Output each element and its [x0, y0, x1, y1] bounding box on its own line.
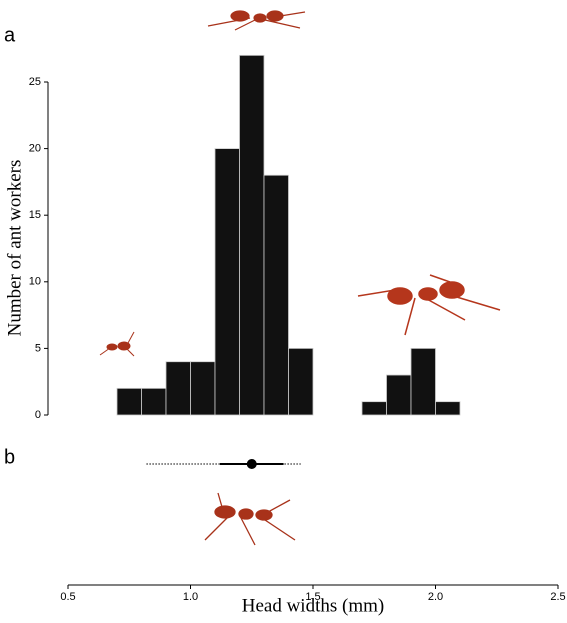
ant-illustration: [207, 10, 306, 31]
x-tick-label: 1.0: [183, 591, 198, 603]
x-tick-label: 2.5: [550, 591, 565, 603]
bar: [288, 347, 314, 416]
bar: [435, 401, 461, 416]
panel-label: a: [4, 24, 16, 46]
point-estimate: [246, 459, 257, 469]
y-tick-label: 20: [29, 143, 41, 155]
bar: [361, 401, 387, 416]
y-tick-label: 0: [35, 409, 41, 421]
y-tick-label: 5: [35, 342, 41, 354]
y-tick-label: 10: [29, 276, 41, 288]
bar: [190, 361, 216, 416]
x-axis-label: Head widths (mm): [242, 595, 384, 616]
bar: [214, 148, 240, 416]
ant-illustration: [357, 274, 501, 336]
y-tick-label: 25: [29, 76, 41, 88]
x-tick-label: 2.0: [428, 591, 443, 603]
bar: [141, 387, 167, 416]
bar: [386, 374, 412, 416]
panel-label: b: [4, 446, 15, 468]
bar: [239, 54, 265, 416]
y-axis-label: Number of ant workers: [4, 160, 25, 337]
bar: [116, 387, 142, 416]
bar: [410, 347, 436, 416]
bar: [263, 174, 289, 416]
x-tick-label: 0.5: [60, 591, 75, 603]
y-tick-label: 15: [29, 209, 41, 221]
bar: [165, 361, 191, 416]
ant-illustration: [99, 331, 135, 357]
x-tick-label: 1.5: [305, 591, 320, 603]
ant-illustration: [204, 492, 296, 546]
